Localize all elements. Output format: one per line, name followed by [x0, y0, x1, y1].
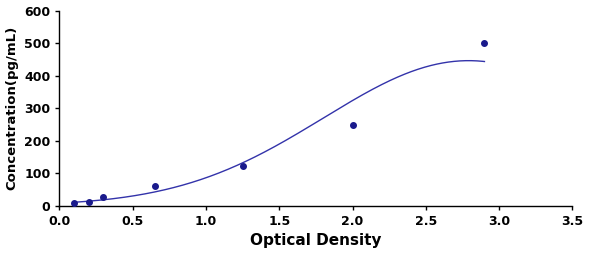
X-axis label: Optical Density: Optical Density: [250, 233, 382, 248]
Y-axis label: Concentration(pg/mL): Concentration(pg/mL): [5, 26, 19, 190]
